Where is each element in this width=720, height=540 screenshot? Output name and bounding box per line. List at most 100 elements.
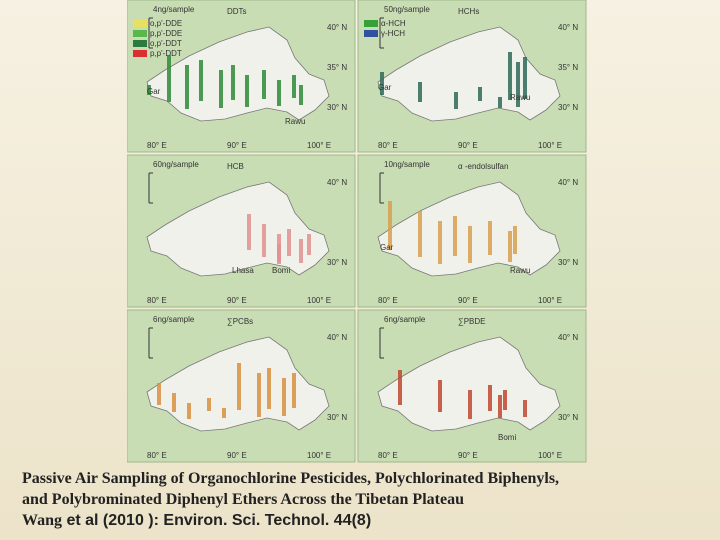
sample-bar (498, 395, 502, 418)
map-grid: 4ng/sample DDTs o,p'-DDEp,p'-DDEo,p'-DDTp,… (127, 0, 587, 463)
scale-bar (148, 17, 153, 49)
sample-bar (503, 390, 507, 410)
scale-label: 6ng/sample (153, 315, 195, 324)
map-panel: 6ng/sample ∑PCBs 80° E 90° E 100° E 40° N 30° … (127, 309, 356, 463)
map-panel: 60ng/sample HCB Lhasa Bomi 80° E 90° E 100° E 4… (127, 154, 356, 308)
sample-bar (307, 234, 311, 255)
panel-title: DDTs (227, 7, 247, 16)
sample-bar (147, 85, 151, 95)
sample-bar (247, 214, 251, 250)
sample-bar (418, 211, 422, 257)
sample-bar (172, 393, 176, 412)
sample-bar (282, 378, 286, 416)
longitude-label: 90° E (227, 451, 247, 460)
sample-bar (498, 97, 502, 108)
latitude-label: 40° N (558, 178, 578, 187)
longitude-label: 80° E (147, 296, 167, 305)
sample-bar (468, 390, 472, 419)
longitude-label: 100° E (307, 451, 331, 460)
sample-bar (523, 57, 527, 99)
latitude-label: 35° N (558, 63, 578, 72)
place-label: Gar (378, 83, 392, 92)
place-label: Rawu (510, 93, 530, 102)
place-label: Bomi (272, 266, 290, 275)
sample-bar (219, 70, 223, 108)
sample-bar (185, 65, 189, 109)
map-panel: 6ng/sample ∑PBDE Bomi 80° E 90° E 100° E 40° N… (357, 309, 587, 463)
longitude-label: 80° E (147, 451, 167, 460)
latitude-label: 40° N (327, 333, 347, 342)
scale-label: 4ng/sample (153, 5, 195, 14)
longitude-label: 100° E (538, 141, 562, 150)
legend-swatch (133, 20, 147, 27)
latitude-label: 40° N (327, 23, 347, 32)
caption-line: Passive Air Sampling of Organochlorine P… (22, 470, 560, 487)
place-label: Gar (147, 87, 161, 96)
longitude-label: 80° E (147, 141, 167, 150)
sample-bar (237, 363, 241, 410)
map-panel: 10ng/sample α -endolsulfan Gar Rawu 80° E 90°… (357, 154, 587, 308)
place-label: Lhasa (232, 266, 254, 275)
sample-bar (157, 383, 161, 405)
longitude-label: 100° E (538, 451, 562, 460)
panel-title: ∑PCBs (227, 317, 253, 326)
legend-swatch (133, 30, 147, 37)
sample-bar (516, 62, 520, 107)
longitude-label: 100° E (538, 296, 562, 305)
latitude-label: 40° N (558, 23, 578, 32)
place-label: Rawu (510, 266, 530, 275)
plateau-outline (377, 26, 561, 122)
sample-bar (167, 55, 171, 102)
legend-swatch (133, 40, 147, 47)
sample-bar (438, 380, 442, 412)
sample-bar (267, 368, 271, 409)
scale-label: 6ng/sample (384, 315, 426, 324)
sample-bar (478, 87, 482, 101)
legend-swatch (133, 50, 147, 57)
sample-bar (277, 244, 281, 262)
scale-bar (379, 17, 384, 49)
panel-title: HCHs (458, 7, 479, 16)
map-panel: 4ng/sample DDTs o,p'-DDEp,p'-DDEo,p'-DDTp,… (127, 0, 356, 153)
scale-label: 60ng/sample (153, 160, 199, 169)
sample-bar (398, 370, 402, 405)
latitude-label: 30° N (558, 103, 578, 112)
plateau-outline (146, 26, 330, 122)
sample-bar (388, 201, 392, 250)
sample-bar (468, 226, 472, 263)
latitude-label: 40° N (327, 178, 347, 187)
legend-swatch (364, 20, 378, 27)
latitude-label: 40° N (558, 333, 578, 342)
scale-bar (148, 172, 153, 204)
sample-bar (299, 85, 303, 105)
sample-bar (222, 408, 226, 418)
longitude-label: 100° E (307, 296, 331, 305)
sample-bar (418, 82, 422, 102)
legend-label: p,p'-DDE (150, 29, 182, 38)
longitude-label: 90° E (227, 141, 247, 150)
place-label: Gar (380, 243, 394, 252)
legend-label: o,p'-DDE (150, 19, 182, 28)
plateau-outline (377, 336, 561, 432)
sample-bar (207, 398, 211, 411)
sample-bar (523, 400, 527, 417)
scale-label: 50ng/sample (384, 5, 430, 14)
sample-bar (199, 60, 203, 101)
latitude-label: 35° N (327, 63, 347, 72)
longitude-label: 80° E (378, 141, 398, 150)
sample-bar (287, 229, 291, 256)
sample-bar (262, 224, 266, 257)
legend-label: γ-HCH (381, 29, 405, 38)
sample-bar (292, 75, 296, 98)
sample-bar (508, 231, 512, 262)
place-label: Rawu (285, 117, 305, 126)
author: Wang (22, 512, 63, 529)
sample-bar (277, 80, 281, 106)
latitude-label: 30° N (558, 413, 578, 422)
sample-bar (262, 70, 266, 99)
scale-bar (379, 172, 384, 204)
legend-label: o,p'-DDT (150, 39, 182, 48)
sample-bar (454, 92, 458, 109)
panel-title: α -endolsulfan (458, 162, 508, 171)
